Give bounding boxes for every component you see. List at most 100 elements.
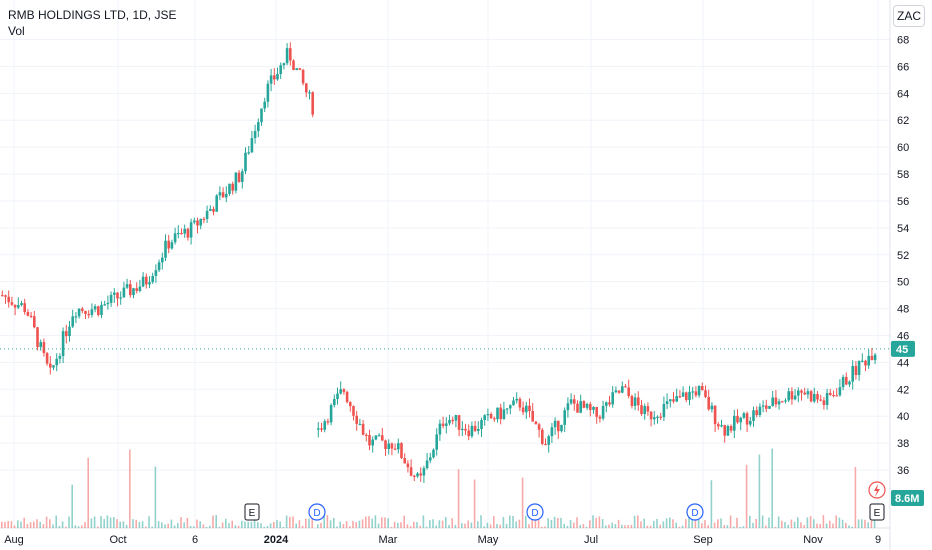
candle-body	[451, 419, 454, 422]
volume-bar	[499, 524, 501, 528]
candle-body	[298, 68, 302, 70]
volume-bar	[630, 524, 633, 528]
volume-bar	[451, 518, 453, 528]
volume-bar	[393, 521, 396, 528]
candle-body	[736, 415, 739, 423]
volume-bar	[473, 479, 476, 528]
volume-bar	[358, 520, 361, 528]
candle-body	[273, 75, 276, 80]
volume-bar	[368, 516, 370, 528]
dividend-marker[interactable]	[686, 503, 704, 521]
volume-bar	[745, 464, 748, 528]
candle-body	[285, 48, 289, 64]
volume-bar	[247, 521, 249, 528]
candle-body	[854, 365, 858, 375]
candle-body	[790, 391, 794, 400]
volume-bar	[177, 522, 179, 528]
volume-bar	[790, 519, 793, 528]
volume-bar	[681, 525, 684, 528]
candle-body	[585, 403, 589, 408]
volume-bar	[355, 522, 357, 528]
candle-body	[749, 420, 752, 425]
volume-bar	[832, 523, 834, 528]
candle-body	[845, 376, 848, 385]
volume-bar	[311, 517, 313, 528]
candle-body	[857, 360, 861, 375]
candle-body	[157, 262, 161, 271]
volume-bar	[292, 516, 294, 528]
dividend-marker[interactable]	[526, 503, 544, 521]
candle-body	[803, 392, 806, 395]
volume-bar	[774, 526, 777, 528]
candle-body	[1, 295, 4, 297]
volume-bar	[119, 521, 121, 528]
candle-body	[505, 408, 509, 410]
dividend-marker[interactable]	[308, 503, 326, 521]
candle-body	[10, 302, 14, 305]
volume-bar	[483, 526, 485, 528]
candle-body	[688, 391, 691, 400]
volume-bar	[244, 521, 246, 528]
volume-bar	[624, 525, 626, 528]
earnings-marker[interactable]	[244, 503, 260, 521]
candle-body	[65, 331, 68, 337]
volume-bar	[726, 525, 729, 528]
volume-bar	[10, 521, 13, 528]
volume-bar	[132, 519, 134, 528]
candle-body	[531, 410, 534, 422]
candle-body	[726, 426, 730, 436]
volume-bar	[323, 515, 325, 528]
candle-body	[819, 399, 822, 401]
candle-body	[470, 425, 474, 437]
candle-body	[518, 398, 522, 408]
volume-bar	[273, 522, 275, 528]
candle-body	[454, 415, 458, 421]
candle-body	[425, 460, 429, 469]
candle-body	[832, 394, 835, 397]
symbol-title[interactable]: RMB HOLDINGS LTD, 1D, JSE	[8, 8, 177, 22]
candle-body	[205, 210, 209, 220]
volume-bar	[665, 518, 668, 528]
candle-body	[649, 411, 653, 420]
event-marker-label: D	[531, 508, 538, 519]
candle-body	[333, 399, 336, 406]
volume-bar	[17, 520, 19, 528]
volume-bar	[122, 521, 125, 528]
earnings-marker[interactable]	[869, 503, 885, 521]
y-tick-label: 64	[897, 88, 909, 100]
candle-body	[212, 208, 215, 212]
volume-bar	[576, 517, 578, 528]
candle-body	[637, 397, 640, 406]
volume-bar	[467, 520, 469, 528]
candle-body	[397, 443, 400, 450]
candle-body	[765, 405, 768, 409]
candle-body	[713, 405, 717, 425]
x-tick-label: 9	[875, 534, 881, 546]
candle-body	[326, 421, 330, 423]
candle-body	[276, 73, 279, 80]
volume-bar	[669, 517, 671, 528]
currency-button[interactable]: ZAC	[893, 5, 925, 27]
volume-bar	[68, 516, 70, 528]
volume-bar	[854, 466, 857, 528]
volume-bar	[601, 519, 604, 528]
candle-body	[473, 425, 477, 431]
volume-bar	[547, 518, 549, 528]
volume-indicator-label[interactable]: Vol	[8, 24, 25, 38]
volume-bar	[553, 516, 556, 528]
volume-bar	[509, 515, 511, 528]
volume-bar	[797, 517, 799, 528]
candle-body	[489, 414, 493, 419]
candle-body	[569, 399, 573, 404]
candle-body	[541, 429, 544, 444]
candle-body	[729, 426, 733, 431]
candle-body	[177, 232, 180, 235]
volume-bar	[697, 519, 700, 528]
volume-bar	[566, 525, 569, 528]
candle-body	[349, 402, 352, 407]
candle-body	[186, 228, 190, 238]
candle-body	[289, 48, 292, 61]
volume-bar	[640, 521, 642, 528]
volume-bar	[765, 525, 767, 528]
